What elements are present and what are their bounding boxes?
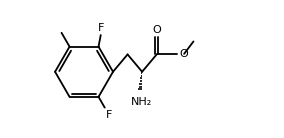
Text: O: O [179, 49, 188, 59]
Text: NH₂: NH₂ [131, 97, 152, 107]
Text: O: O [152, 25, 161, 34]
Text: F: F [106, 110, 112, 120]
Text: F: F [97, 23, 104, 33]
